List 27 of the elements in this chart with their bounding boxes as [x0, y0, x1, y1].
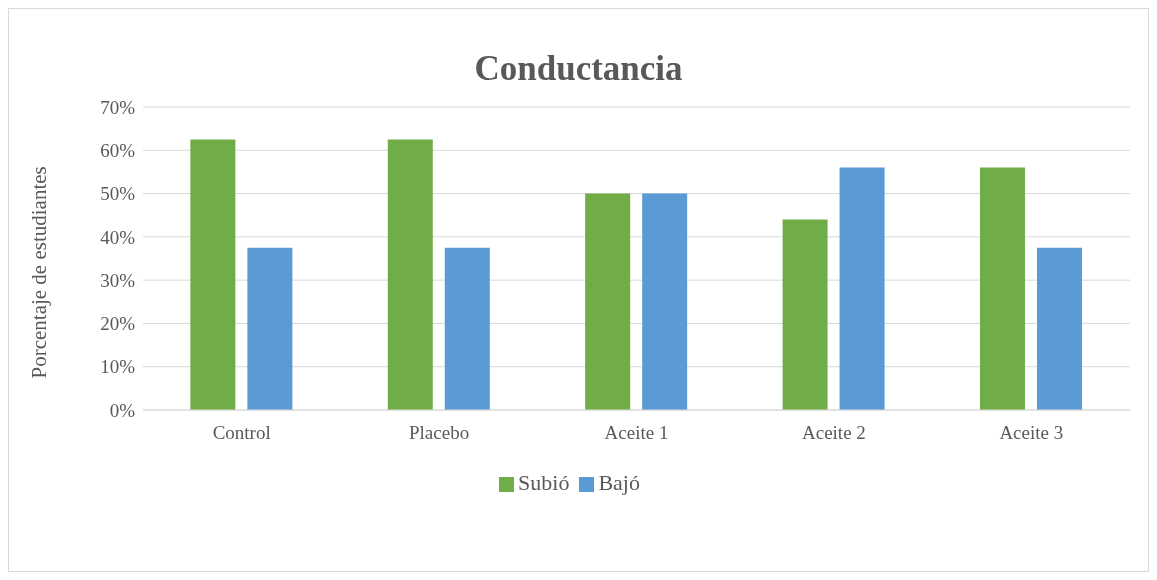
y-tick-label: 20% — [100, 313, 136, 335]
x-tick-label: Control — [212, 422, 271, 444]
y-tick-label: 0% — [109, 399, 136, 421]
x-tick-label: Aceite 2 — [801, 422, 866, 444]
legend-label: Subió — [518, 470, 570, 495]
y-tick-label: 70% — [100, 96, 136, 118]
bar — [782, 219, 828, 410]
bar — [642, 193, 688, 410]
legend-label: Bajó — [598, 470, 640, 495]
y-tick-label: 10% — [100, 356, 136, 378]
bar — [839, 167, 885, 410]
bar — [190, 139, 236, 410]
bar — [444, 247, 490, 410]
x-tick-label: Aceite 1 — [604, 422, 669, 444]
x-tick-label: Placebo — [409, 422, 470, 444]
bar — [247, 247, 293, 410]
chart-title: Conductancia — [473, 48, 684, 89]
bar — [1036, 247, 1082, 410]
x-tick-label: Aceite 3 — [999, 422, 1064, 444]
y-tick-label: 60% — [100, 140, 136, 162]
y-tick-label: 30% — [100, 269, 136, 291]
bar — [585, 193, 631, 410]
bar — [387, 139, 433, 410]
y-tick-label: 40% — [100, 226, 136, 248]
y-axis-title: Porcentaje de estudiantes — [27, 166, 52, 379]
bar — [979, 167, 1025, 410]
y-tick-label: 50% — [100, 183, 136, 205]
